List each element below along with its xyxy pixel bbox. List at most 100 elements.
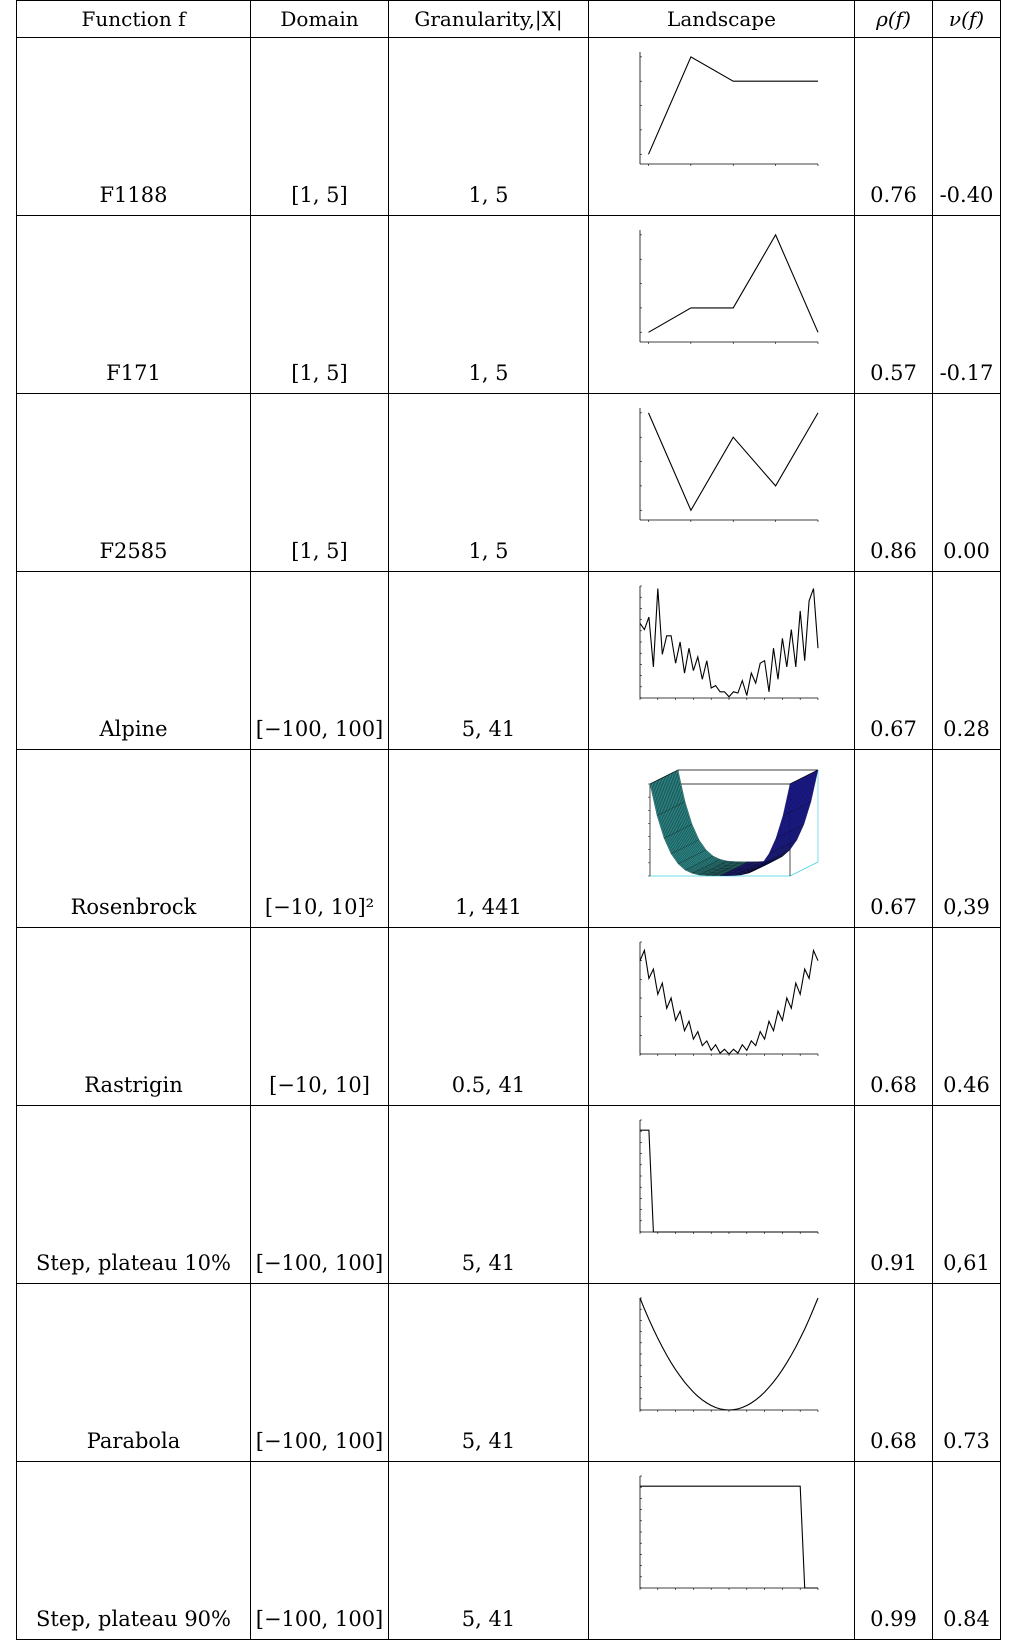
landscape-cell [589,1284,855,1462]
function-text: Rastrigin [84,1073,182,1097]
rho-text: 0.86 [870,539,917,563]
header-rho: ρ(f) [855,1,933,38]
granularity-cell: 5, 41 [389,1462,589,1640]
table-row: Rosenbrock [−10, 10]² 1, 441 0.67 0,39 [17,750,1001,928]
landscape-cell [589,216,855,394]
nu-text: 0,39 [943,895,990,919]
series-line [648,57,818,154]
granularity-cell: 5, 41 [389,1106,589,1284]
rho-cell: 0.67 [855,572,933,750]
function-cell: Step, plateau 90% [17,1462,251,1640]
nu-text: 0.73 [943,1429,990,1453]
domain-text: [1, 5] [291,361,347,385]
function-cell: Rastrigin [17,928,251,1106]
granularity-text: 1, 5 [468,539,508,563]
function-text: F2585 [99,539,167,563]
rho-cell: 0.67 [855,750,933,928]
nu-cell: -0.40 [933,38,1001,216]
header-landscape: Landscape [589,1,855,38]
rho-cell: 0.91 [855,1106,933,1284]
series-line [640,1486,818,1588]
series-line [640,950,818,1054]
granularity-text: 5, 41 [462,717,515,741]
function-text: F1188 [99,183,167,207]
landscape-plot [622,580,822,710]
rho-text: 0.67 [870,717,917,741]
domain-text: [−10, 10] [269,1073,370,1097]
series-line [648,413,818,510]
function-cell: Parabola [17,1284,251,1462]
rho-cell: 0.68 [855,928,933,1106]
landscape-cell [589,928,855,1106]
landscape-plot [622,1292,822,1422]
granularity-cell: 1, 5 [389,216,589,394]
function-cell: Rosenbrock [17,750,251,928]
table-row: Step, plateau 90%[−100, 100]5, 41 0.99 0.8… [17,1462,1001,1640]
landscape-plot [622,224,822,354]
rho-text: 0.57 [870,361,917,385]
domain-text: [1, 5] [291,539,347,563]
domain-cell: [−100, 100] [251,572,389,750]
function-text: Step, plateau 10% [36,1251,231,1275]
function-cell: F2585 [17,394,251,572]
plot-axes [640,1120,818,1234]
function-text: F171 [106,361,161,385]
function-cell: Step, plateau 10% [17,1106,251,1284]
table-row: Parabola [−100, 100] 5, 41 0.68 0.73 [17,1284,1001,1462]
nu-text: 0,61 [943,1251,990,1275]
landscape-plot [622,936,822,1066]
nu-cell: 0.00 [933,394,1001,572]
domain-cell: [1, 5] [251,38,389,216]
table-row: Alpine[−100, 100] 5, 41 0.67 0.28 [17,572,1001,750]
domain-cell: [−100, 100] [251,1106,389,1284]
granularity-cell: 1, 5 [389,394,589,572]
domain-text: [−100, 100] [256,1607,384,1631]
series-line [640,589,818,697]
landscape-cell [589,394,855,572]
surface-plot [648,770,818,876]
nu-cell: 0.84 [933,1462,1001,1640]
rho-cell: 0.57 [855,216,933,394]
granularity-text: 0.5, 41 [452,1073,525,1097]
nu-text: 0.00 [943,539,990,563]
domain-text: [−100, 100] [256,1251,384,1275]
granularity-text: 1, 5 [468,183,508,207]
domain-cell: [1, 5] [251,394,389,572]
nu-text: 0.46 [943,1073,990,1097]
nu-cell: 0,39 [933,750,1001,928]
nu-text: 0.28 [943,717,990,741]
domain-cell: [−10, 10] [251,928,389,1106]
landscape-plot [622,758,822,888]
granularity-cell: 1, 441 [389,750,589,928]
granularity-cell: 1, 5 [389,38,589,216]
granularity-text: 5, 41 [462,1251,515,1275]
domain-cell: [−100, 100] [251,1462,389,1640]
rho-cell: 0.86 [855,394,933,572]
landscape-cell [589,572,855,750]
landscape-cell [589,38,855,216]
domain-text: [−10, 10]² [265,895,374,919]
table-row: F171 [1, 5] 1, 5 0.57 -0.17 [17,216,1001,394]
nu-cell: 0,61 [933,1106,1001,1284]
rho-text: 0.91 [870,1251,917,1275]
granularity-text: 1, 441 [455,895,522,919]
landscape-plot [622,1114,822,1244]
rho-cell: 0.68 [855,1284,933,1462]
granularity-cell: 0.5, 41 [389,928,589,1106]
landscape-cell [589,1462,855,1640]
function-cell: Alpine [17,572,251,750]
rho-text: 0.99 [870,1607,917,1631]
rho-text: 0.68 [870,1073,917,1097]
plot-axes [640,52,818,166]
function-text: Parabola [87,1429,181,1453]
domain-text: [−100, 100] [256,1429,384,1453]
results-table: Function f Domain Granularity,|X| Landsc… [16,0,1001,1640]
rho-cell: 0.99 [855,1462,933,1640]
nu-cell: -0.17 [933,216,1001,394]
domain-cell: [−10, 10]² [251,750,389,928]
header-nu: ν(f) [933,1,1001,38]
nu-text: -0.17 [940,361,994,385]
granularity-text: 5, 41 [462,1429,515,1453]
table-row: F2585 [1, 5] 1, 5 0.86 0.00 [17,394,1001,572]
